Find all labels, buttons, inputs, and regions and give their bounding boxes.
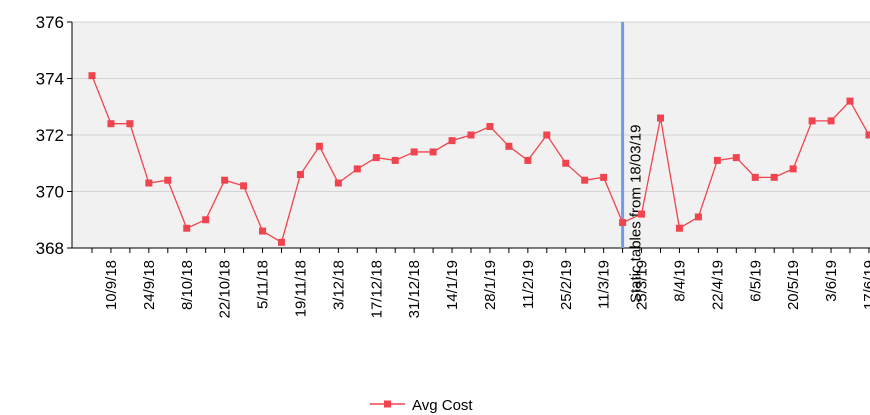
- x-tick-label: 5/11/18: [255, 260, 272, 309]
- point: [751, 173, 759, 181]
- x-tick-label: 14/1/19: [444, 260, 461, 310]
- point: [296, 171, 304, 179]
- y-tick-label: 376: [36, 13, 64, 32]
- point: [334, 179, 342, 187]
- point: [543, 131, 551, 139]
- x-tick-label: 22/4/19: [709, 260, 726, 310]
- point: [315, 142, 323, 150]
- annotation: Static tables from 18/03/19: [628, 125, 645, 303]
- x-tick-label: 6/5/19: [747, 260, 764, 302]
- point: [278, 238, 285, 246]
- x-tick-label: 19/11/18: [292, 260, 309, 317]
- x-tick-label: 8/10/18: [179, 260, 196, 310]
- point: [694, 213, 702, 221]
- point: [657, 114, 664, 122]
- point: [581, 176, 589, 184]
- x-tick-label: 25/3/19: [634, 260, 651, 310]
- point: [562, 159, 570, 167]
- point: [164, 176, 172, 184]
- x-tick-label: 11/3/19: [596, 260, 613, 309]
- legend-marker: [384, 400, 391, 408]
- point: [353, 165, 361, 173]
- point: [467, 131, 475, 139]
- point: [240, 182, 248, 190]
- point: [183, 224, 191, 232]
- x-tick-label: 8/4/19: [671, 260, 688, 302]
- x-tick-label: 25/2/19: [558, 260, 575, 310]
- point: [505, 142, 513, 150]
- point: [202, 216, 210, 224]
- x-tick-label: 20/5/19: [785, 260, 802, 310]
- x-tick-label: 11/2/19: [520, 260, 537, 309]
- x-tick-label: 3/6/19: [823, 260, 840, 302]
- point: [770, 173, 778, 181]
- point: [789, 165, 797, 173]
- point: [145, 179, 153, 187]
- point: [675, 224, 683, 232]
- point: [391, 156, 399, 164]
- point: [448, 137, 456, 145]
- point: [865, 131, 870, 139]
- y-tick-label: 374: [36, 70, 64, 89]
- point: [259, 227, 267, 235]
- point: [429, 148, 437, 156]
- x-tick-label: 10/9/18: [103, 260, 120, 310]
- point: [846, 97, 854, 105]
- point: [486, 123, 494, 131]
- x-tick-label: 24/9/18: [141, 260, 158, 310]
- point: [600, 173, 608, 181]
- point: [221, 176, 229, 184]
- point: [713, 156, 721, 164]
- point: [410, 148, 418, 156]
- y-tick-label: 372: [36, 126, 64, 145]
- y-tick-label: 370: [36, 183, 64, 202]
- legend-label: Avg Cost: [412, 397, 473, 414]
- x-tick-label: 31/12/18: [406, 260, 423, 318]
- x-tick-label: 17/6/19: [861, 260, 870, 310]
- y-tick-label: 368: [36, 239, 64, 258]
- point: [638, 210, 646, 218]
- x-tick-label: 28/1/19: [482, 260, 499, 310]
- point: [88, 72, 96, 80]
- point: [126, 120, 134, 128]
- point: [808, 117, 816, 125]
- x-tick-label: 3/12/18: [330, 260, 347, 310]
- point: [732, 154, 740, 162]
- point: [619, 219, 627, 227]
- x-tick-label: 22/10/18: [217, 260, 234, 318]
- point: [372, 154, 380, 162]
- point: [827, 117, 835, 125]
- point: [524, 156, 532, 164]
- point: [107, 120, 115, 128]
- x-tick-label: 17/12/18: [368, 260, 385, 318]
